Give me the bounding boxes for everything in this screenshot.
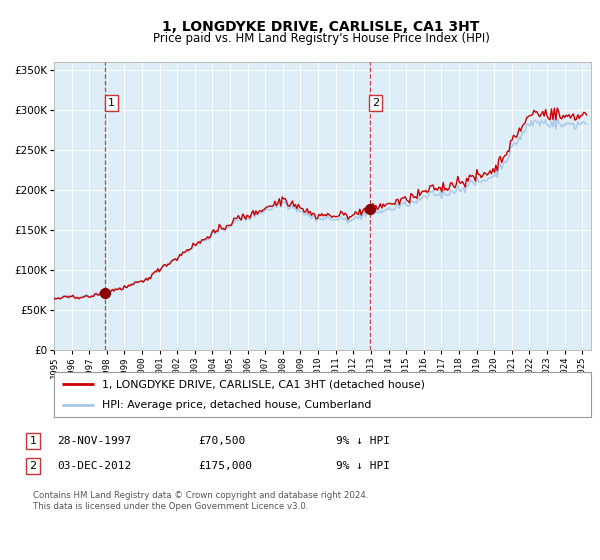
Text: £175,000: £175,000: [198, 461, 252, 471]
Text: 9% ↓ HPI: 9% ↓ HPI: [336, 436, 390, 446]
Text: 1: 1: [29, 436, 37, 446]
Point: [100, 289, 110, 298]
Text: 1, LONGDYKE DRIVE, CARLISLE, CA1 3HT (detached house): 1, LONGDYKE DRIVE, CARLISLE, CA1 3HT (de…: [103, 380, 425, 390]
Text: 2: 2: [372, 98, 379, 108]
Text: 1, LONGDYKE DRIVE, CARLISLE, CA1 3HT: 1, LONGDYKE DRIVE, CARLISLE, CA1 3HT: [163, 20, 479, 34]
Text: Price paid vs. HM Land Registry's House Price Index (HPI): Price paid vs. HM Land Registry's House …: [152, 32, 490, 45]
Text: HPI: Average price, detached house, Cumberland: HPI: Average price, detached house, Cumb…: [103, 400, 372, 410]
Text: Contains HM Land Registry data © Crown copyright and database right 2024.: Contains HM Land Registry data © Crown c…: [33, 491, 368, 500]
Text: £70,500: £70,500: [198, 436, 245, 446]
Text: 1: 1: [108, 98, 115, 108]
Text: This data is licensed under the Open Government Licence v3.0.: This data is licensed under the Open Gov…: [33, 502, 308, 511]
Text: 03-DEC-2012: 03-DEC-2012: [57, 461, 131, 471]
Text: 9% ↓ HPI: 9% ↓ HPI: [336, 461, 390, 471]
Text: 2: 2: [29, 461, 37, 471]
Point: [365, 204, 374, 213]
Text: 28-NOV-1997: 28-NOV-1997: [57, 436, 131, 446]
